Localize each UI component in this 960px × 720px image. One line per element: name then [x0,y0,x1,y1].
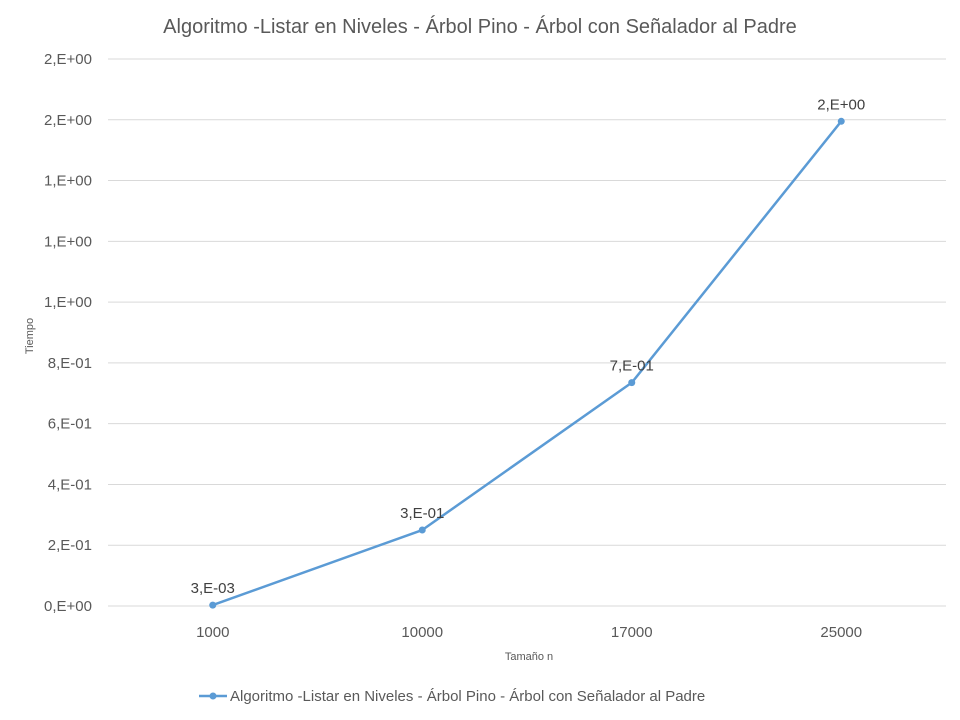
y-tick-label: 1,E+00 [44,173,92,190]
data-labels: 3,E-03 3,E-01 7,E-01 2,E+00 [191,96,866,597]
y-axis-ticks: 0,E+00 2,E-01 4,E-01 6,E-01 8,E-01 1,E+00 1,E+… [44,51,92,615]
x-axis-ticks: 1000 10000 17000 25000 [196,624,862,641]
y-axis-title: Tiempo [24,318,36,354]
data-point [418,526,426,534]
data-label: 3,E-01 [400,505,444,522]
data-point [628,379,636,387]
y-tick-label: 0,E+00 [44,598,92,615]
y-tick-label: 8,E-01 [48,355,92,372]
data-point [837,117,845,125]
series-line [212,120,843,607]
data-label: 2,E+00 [817,96,865,113]
x-tick-label: 25000 [820,624,862,641]
x-tick-label: 10000 [401,624,443,641]
y-tick-label: 1,E+00 [44,233,92,250]
x-tick-label: 1000 [196,624,229,641]
legend: Algoritmo -Listar en Niveles - Árbol Pin… [199,688,705,705]
legend-point-marker [209,692,217,700]
y-tick-label: 2,E-01 [48,537,92,554]
legend-label: Algoritmo -Listar en Niveles - Árbol Pin… [230,688,705,705]
y-tick-label: 4,E-01 [48,476,92,493]
y-tick-label: 6,E-01 [48,416,92,433]
y-tick-label: 2,E+00 [44,112,92,129]
gridlines [108,58,946,607]
x-axis-title: Tamaño n [505,651,553,663]
data-label: 7,E-01 [610,358,654,375]
x-tick-label: 17000 [611,624,653,641]
series-layer [209,117,845,609]
chart-title: Algoritmo -Listar en Niveles - Árbol Pin… [163,15,797,38]
data-point [209,601,217,609]
y-tick-label: 2,E+00 [44,51,92,68]
y-tick-label: 1,E+00 [44,294,92,311]
data-label: 3,E-03 [191,580,235,597]
